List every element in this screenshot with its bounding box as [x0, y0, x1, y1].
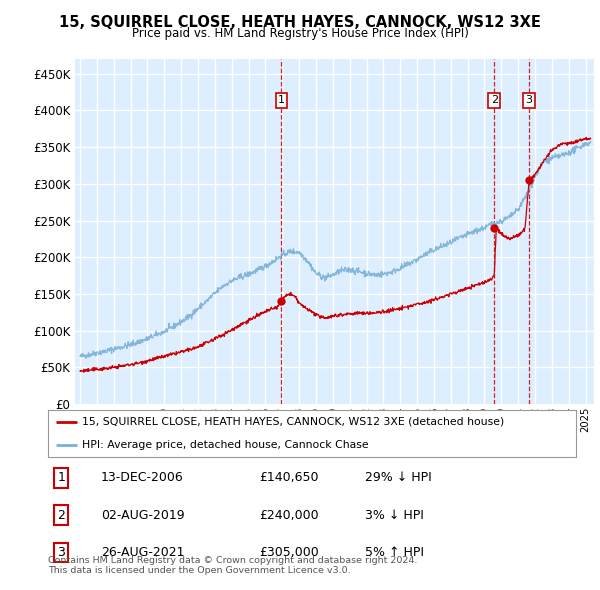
Text: £140,650: £140,650 [259, 471, 319, 484]
Text: 2: 2 [57, 509, 65, 522]
Text: 2: 2 [491, 96, 498, 106]
Text: 3% ↓ HPI: 3% ↓ HPI [365, 509, 424, 522]
Text: 15, SQUIRREL CLOSE, HEATH HAYES, CANNOCK, WS12 3XE (detached house): 15, SQUIRREL CLOSE, HEATH HAYES, CANNOCK… [82, 417, 505, 427]
Text: 1: 1 [278, 96, 285, 106]
Text: 5% ↑ HPI: 5% ↑ HPI [365, 546, 424, 559]
Text: 02-AUG-2019: 02-AUG-2019 [101, 509, 184, 522]
Text: 3: 3 [526, 96, 533, 106]
Text: HPI: Average price, detached house, Cannock Chase: HPI: Average price, detached house, Cann… [82, 441, 369, 450]
Text: 15, SQUIRREL CLOSE, HEATH HAYES, CANNOCK, WS12 3XE: 15, SQUIRREL CLOSE, HEATH HAYES, CANNOCK… [59, 15, 541, 30]
Text: Price paid vs. HM Land Registry's House Price Index (HPI): Price paid vs. HM Land Registry's House … [131, 27, 469, 40]
Text: 26-AUG-2021: 26-AUG-2021 [101, 546, 184, 559]
Text: 13-DEC-2006: 13-DEC-2006 [101, 471, 184, 484]
Text: £240,000: £240,000 [259, 509, 319, 522]
Text: 29% ↓ HPI: 29% ↓ HPI [365, 471, 431, 484]
Text: 3: 3 [57, 546, 65, 559]
Text: £305,000: £305,000 [259, 546, 319, 559]
Text: 1: 1 [57, 471, 65, 484]
Text: Contains HM Land Registry data © Crown copyright and database right 2024.
This d: Contains HM Land Registry data © Crown c… [48, 556, 418, 575]
